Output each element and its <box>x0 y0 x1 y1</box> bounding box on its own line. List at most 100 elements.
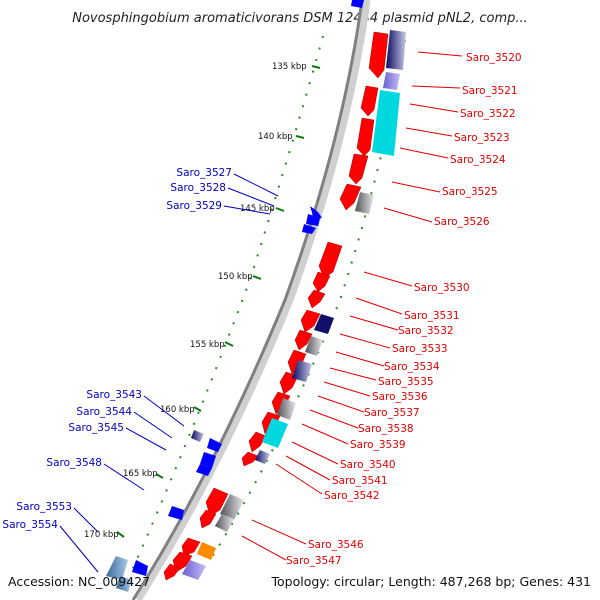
leader-line <box>227 187 275 207</box>
genome-backbone <box>131 0 364 600</box>
gene-arrow-right-strand-icon[interactable] <box>205 487 229 517</box>
gene-arrow-right-strand-icon[interactable] <box>339 183 362 211</box>
feature-block <box>305 336 323 356</box>
gene-label[interactable]: Saro_3534 <box>384 361 440 373</box>
gene-label[interactable]: Saro_3542 <box>324 490 380 502</box>
leader-line <box>317 395 365 413</box>
gene-label[interactable]: Saro_3546 <box>308 539 364 551</box>
kbp-label: 165 kbp <box>123 469 158 479</box>
feature-block <box>215 514 234 532</box>
gene-arrow-right-strand-icon[interactable] <box>300 309 321 333</box>
gene-arrow-left-strand-icon[interactable] <box>196 464 212 476</box>
gene-label[interactable]: Saro_3554 <box>2 519 58 531</box>
gene-arrow-right-strand-icon[interactable] <box>312 271 331 293</box>
gene-arrow-left-strand-icon[interactable] <box>302 224 316 234</box>
gene-label[interactable]: Saro_3531 <box>404 310 460 322</box>
kbp-label: 160 kbp <box>160 405 195 415</box>
leader-line <box>363 271 413 287</box>
gene-label[interactable]: Saro_3524 <box>450 154 506 166</box>
gene-label[interactable]: Saro_3532 <box>398 325 454 337</box>
gene-arrow-right-strand-icon[interactable] <box>199 509 217 529</box>
gene-arrow-right-strand-icon[interactable] <box>356 117 375 157</box>
gene-label[interactable]: Saro_3548 <box>46 457 102 469</box>
gene-label[interactable]: Saro_3523 <box>454 132 510 144</box>
gene-label[interactable]: Saro_3543 <box>86 389 142 401</box>
gene-arrow-left-strand-icon[interactable] <box>106 556 128 580</box>
gene-label[interactable]: Saro_3553 <box>16 501 72 513</box>
feature-block <box>277 398 296 420</box>
leader-line <box>233 173 279 197</box>
gene-arrow-right-strand-icon[interactable] <box>307 289 326 309</box>
leader-line <box>411 85 461 89</box>
gene-arrow-left-strand-icon[interactable] <box>191 430 204 442</box>
leader-line <box>329 367 377 381</box>
map-title: Novosphingobium aromaticivorans DSM 1244… <box>72 11 528 26</box>
leader-line <box>339 333 391 349</box>
gene-label[interactable]: Saro_3528 <box>170 182 226 194</box>
kbp-label: 140 kbp <box>258 132 293 142</box>
gene-arrow-left-strand-icon[interactable] <box>116 576 132 592</box>
gene-label[interactable]: Saro_3521 <box>462 85 518 97</box>
gene-arrow-right-strand-icon[interactable] <box>163 563 181 581</box>
gene-arrow-right-strand-icon[interactable] <box>181 537 201 557</box>
feature-block <box>182 560 206 580</box>
gene-label[interactable]: Saro_3527 <box>176 167 232 179</box>
leader-line <box>275 463 323 495</box>
gene-label[interactable]: Saro_3529 <box>166 200 222 212</box>
gene-arrow-left-strand-icon[interactable] <box>306 214 320 226</box>
gene-label[interactable]: Saro_3536 <box>372 391 428 403</box>
leader-line <box>285 455 331 481</box>
gene-label[interactable]: Saro_3545 <box>68 422 124 434</box>
gene-label[interactable]: Saro_3530 <box>414 282 470 294</box>
feature-block <box>292 360 312 382</box>
leader-line <box>125 427 167 451</box>
gene-label[interactable]: Saro_3520 <box>466 52 522 64</box>
tick-mark <box>116 531 125 538</box>
reverse-strand-genes <box>106 0 364 592</box>
feature-block <box>255 450 270 464</box>
left-gene-labels: Saro_3527 Saro_3528 Saro_3529 Saro_3543 … <box>2 167 232 531</box>
tick-mark <box>252 275 262 280</box>
leader-line <box>59 525 99 573</box>
gene-label[interactable]: Saro_3539 <box>350 439 406 451</box>
gene-label[interactable]: Saro_3537 <box>364 407 420 419</box>
tick-mark <box>224 341 234 347</box>
gene-arrow-right-strand-icon[interactable] <box>368 31 389 79</box>
gene-label[interactable]: Saro_3526 <box>434 216 490 228</box>
gene-label[interactable]: Saro_3535 <box>378 376 434 388</box>
gene-arrow-left-strand-icon[interactable] <box>207 438 222 452</box>
gene-arrow-right-strand-icon[interactable] <box>348 153 369 185</box>
gene-label[interactable]: Saro_3522 <box>460 108 516 120</box>
gene-arrow-right-strand-icon[interactable] <box>241 451 259 467</box>
backbone-shadow <box>135 0 371 600</box>
gene-arrow-right-strand-icon[interactable] <box>248 431 267 453</box>
leader-line <box>383 207 433 223</box>
kbp-label: 135 kbp <box>272 62 307 72</box>
gene-arrow-right-strand-icon[interactable] <box>318 241 343 279</box>
right-gene-labels: Saro_3520 Saro_3521 Saro_3522 Saro_3523 … <box>286 52 522 567</box>
gene-label[interactable]: Saro_3533 <box>392 343 448 355</box>
tick-mark <box>311 65 321 69</box>
gene-label[interactable]: Saro_3541 <box>332 475 388 487</box>
gene-arrow-left-strand-icon[interactable] <box>200 452 216 468</box>
gene-arrow-right-strand-icon[interactable] <box>294 329 313 351</box>
gene-arrow-left-strand-icon[interactable] <box>351 0 364 8</box>
leader-line <box>103 463 145 491</box>
gene-arrow-left-strand-icon[interactable] <box>168 506 184 520</box>
gene-label[interactable]: Saro_3525 <box>442 186 498 198</box>
leader-line <box>223 205 271 215</box>
gene-label[interactable]: Saro_3544 <box>76 406 132 418</box>
leader-line <box>417 51 463 57</box>
kbp-label: 155 kbp <box>190 340 225 350</box>
gene-label[interactable]: Saro_3538 <box>358 423 414 435</box>
leader-line <box>309 409 359 429</box>
tick-mark <box>275 207 285 212</box>
leader-line <box>409 103 459 113</box>
feature-block <box>220 494 244 520</box>
gene-label[interactable]: Saro_3547 <box>286 555 342 567</box>
gene-arrow-left-strand-icon[interactable] <box>132 560 148 576</box>
feature-block <box>262 418 288 448</box>
gene-arrow-right-strand-icon[interactable] <box>360 85 379 117</box>
gene-label[interactable]: Saro_3540 <box>340 459 396 471</box>
leader-line <box>291 441 339 465</box>
